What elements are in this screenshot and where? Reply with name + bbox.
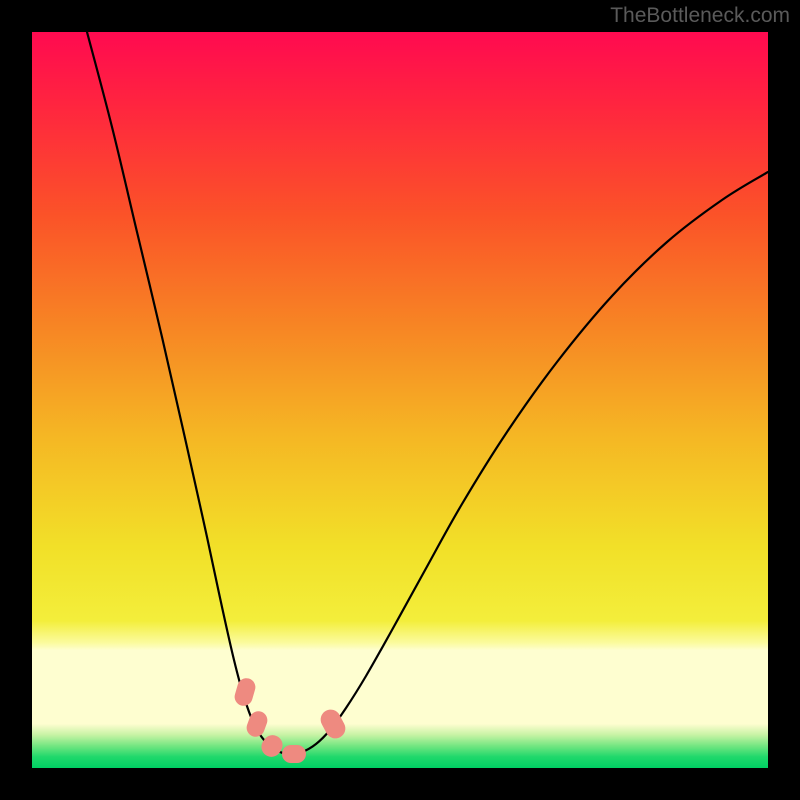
curve-marker bbox=[282, 745, 306, 763]
frame-bottom bbox=[0, 768, 800, 800]
curve-marker bbox=[244, 709, 270, 740]
curve-marker bbox=[232, 676, 257, 708]
frame-left bbox=[0, 0, 32, 800]
bottleneck-curve bbox=[32, 32, 768, 768]
frame-right bbox=[768, 0, 800, 800]
bottleneck-chart bbox=[32, 32, 768, 768]
attribution-text: TheBottleneck.com bbox=[610, 4, 790, 28]
